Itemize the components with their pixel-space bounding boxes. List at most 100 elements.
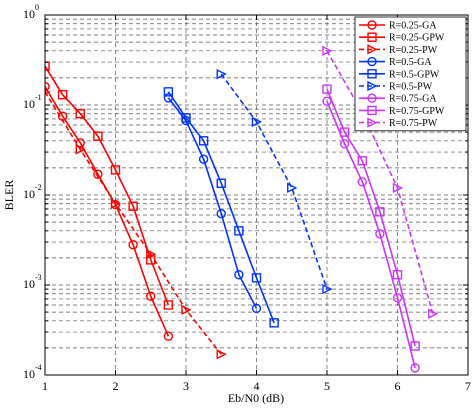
data-point [216,178,226,188]
y-tick-label: 10 [23,7,35,21]
data-point [375,207,385,217]
legend-marker [367,117,378,128]
y-tick-exponent: -3 [35,273,42,282]
series-line [220,73,328,290]
data-point [322,283,333,295]
data-point [339,127,350,137]
data-point [128,201,138,211]
data-point [216,208,226,219]
series-line [326,88,416,347]
legend-label: R=0.25-PW [389,45,438,56]
x-tick-label: 1 [42,379,48,393]
legend-marker [367,32,377,42]
data-point [146,249,157,260]
data-point [110,165,121,175]
data-point [392,182,404,194]
legend-marker [367,20,377,30]
series-r-0-75-ga [322,96,420,373]
data-point [234,270,244,280]
y-tick-label: 10 [23,187,35,201]
data-point [392,270,403,280]
series-r-0-75-gpw [322,84,420,351]
legend-marker [367,56,377,67]
data-point [110,198,122,209]
data-point [269,318,279,328]
legend-label: R=0.5-GA [389,57,432,68]
data-point [198,154,209,164]
data-point [375,229,385,239]
data-point [357,156,367,166]
series-r-0-5-gpw [163,87,279,328]
legend-label: R=0.75-GA [389,94,437,105]
legend: R=0.25-GAR=0.25-GPWR=0.25-PWR=0.5-GAR=0.… [354,16,467,132]
y-tick-exponent: 0 [35,3,39,12]
data-point [146,291,156,301]
legend-marker [367,93,377,103]
y-axis-label: BLER [2,180,16,211]
y-tick-label: 10 [23,97,35,111]
x-tick-label: 4 [254,379,260,393]
data-point [322,84,332,94]
legend-label: R=0.75-GPW [389,106,445,117]
data-point [181,304,192,315]
data-point [410,341,420,351]
data-point [93,169,103,179]
data-point [392,293,403,303]
series-r-0-5-pw [216,69,333,295]
data-point [287,182,298,194]
data-point [410,363,420,373]
data-point [428,308,439,319]
data-point [45,61,50,71]
data-point [251,303,262,314]
legend-marker [367,105,377,116]
data-point [322,45,333,56]
x-tick-label: 6 [395,379,401,393]
x-tick-label: 5 [324,379,330,393]
data-point [251,273,262,283]
x-axis-label: Eb/N0 (dB) [228,391,284,405]
data-point [75,109,85,119]
data-point [357,177,367,187]
series-layer [45,45,439,373]
x-tick-label: 7 [465,379,471,393]
data-point [163,331,174,341]
series-line [167,91,275,324]
legend-marker [367,80,378,92]
series-line [326,50,434,314]
data-point [339,139,350,149]
x-tick-label: 3 [183,379,189,393]
y-tick-label: 10 [23,277,35,291]
data-point [234,226,244,236]
legend-marker [367,44,378,55]
legend-label: R=0.25-GPW [389,33,445,44]
y-tick-exponent: -4 [35,363,42,372]
legend-label: R=0.25-GA [389,21,437,32]
data-point [216,69,227,80]
data-point [57,90,68,100]
series-line [326,100,416,369]
x-tick-label: 2 [113,379,119,393]
data-point [181,113,191,123]
legend-label: R=0.5-GPW [389,69,440,80]
data-point [128,240,138,250]
legend-label: R=0.75-PW [389,118,438,129]
series-r-0-25-pw [45,89,227,360]
y-tick-exponent: -2 [35,183,42,192]
data-point [75,144,86,155]
y-tick-label: 10 [23,367,35,381]
data-point [198,136,209,146]
data-point [216,349,227,360]
data-point [93,131,103,141]
series-line [45,91,222,355]
data-point [163,300,174,310]
data-point [251,116,263,127]
y-tick-exponent: -1 [35,93,42,102]
legend-label: R=0.5-PW [389,82,433,93]
data-point [45,81,50,92]
series-line [167,97,258,309]
data-point [163,87,174,97]
legend-marker [367,69,377,79]
data-point [322,96,332,106]
